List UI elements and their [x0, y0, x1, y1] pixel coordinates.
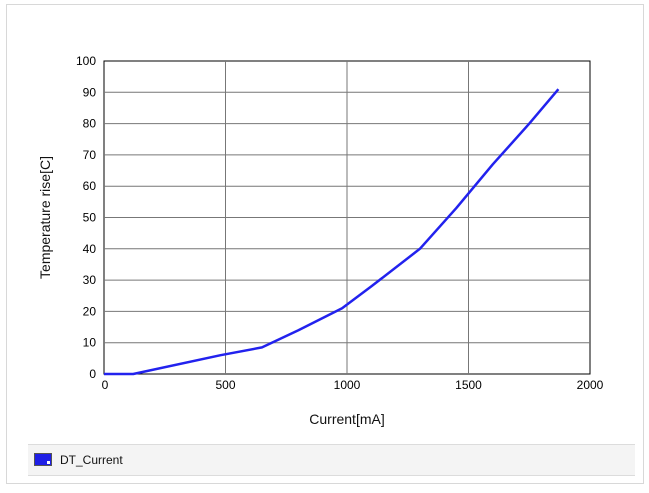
grid-lines	[104, 61, 590, 374]
legend: DT_Current	[28, 444, 635, 476]
y-tick-label: 80	[83, 117, 97, 131]
y-tick-label: 40	[83, 242, 97, 256]
series-line-dt-current	[104, 88, 560, 376]
tick-labels: 0 500 1000 1500 2000 0 10 20 30 40 50 60 70 80 90 100	[76, 54, 604, 392]
x-axis-title: Current[mA]	[309, 411, 384, 427]
legend-label-dt-current: DT_Current	[60, 453, 123, 467]
x-tick-label: 1000	[334, 378, 361, 392]
y-tick-label: 50	[83, 211, 97, 225]
x-tick-label: 500	[215, 378, 235, 392]
y-tick-label: 20	[83, 304, 97, 318]
x-tick-label: 2000	[577, 378, 604, 392]
x-tick-label: 1500	[455, 378, 482, 392]
y-tick-label: 60	[83, 179, 97, 193]
y-tick-label: 90	[83, 85, 97, 99]
y-axis-title: Temperature rise[C]	[37, 156, 53, 279]
y-tick-label: 70	[83, 148, 97, 162]
y-tick-label: 30	[83, 273, 97, 287]
x-tick-label: 0	[102, 378, 109, 392]
legend-swatch-icon	[34, 453, 52, 466]
y-tick-label: 100	[76, 54, 96, 68]
y-tick-label: 10	[83, 336, 97, 350]
y-tick-label: 0	[89, 367, 96, 381]
